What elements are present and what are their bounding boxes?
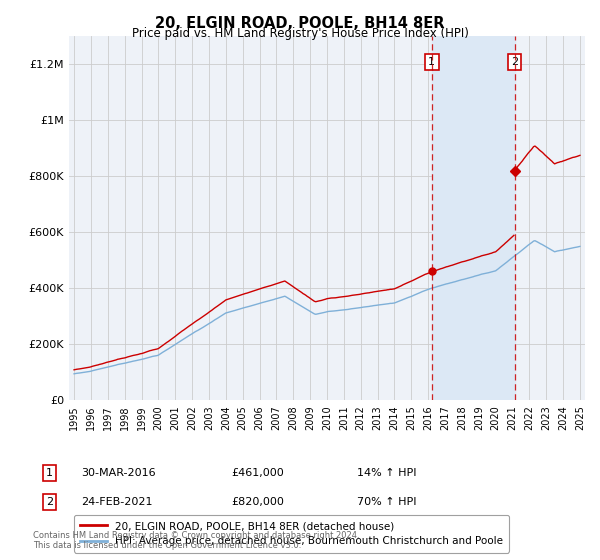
Text: £461,000: £461,000	[231, 468, 284, 478]
Text: Contains HM Land Registry data © Crown copyright and database right 2024.
This d: Contains HM Land Registry data © Crown c…	[33, 530, 359, 550]
Text: 70% ↑ HPI: 70% ↑ HPI	[357, 497, 416, 507]
Bar	[432, 36, 515, 400]
Text: Price paid vs. HM Land Registry's House Price Index (HPI): Price paid vs. HM Land Registry's House …	[131, 27, 469, 40]
Legend: 20, ELGIN ROAD, POOLE, BH14 8ER (detached house), HPI: Average price, detached h: 20, ELGIN ROAD, POOLE, BH14 8ER (detache…	[74, 515, 509, 553]
Text: 14% ↑ HPI: 14% ↑ HPI	[357, 468, 416, 478]
Text: 1: 1	[428, 57, 435, 67]
Text: 30-MAR-2016: 30-MAR-2016	[81, 468, 155, 478]
Text: 2: 2	[46, 497, 53, 507]
Text: 1: 1	[46, 468, 53, 478]
Text: 24-FEB-2021: 24-FEB-2021	[81, 497, 152, 507]
Text: £820,000: £820,000	[231, 497, 284, 507]
Text: 20, ELGIN ROAD, POOLE, BH14 8ER: 20, ELGIN ROAD, POOLE, BH14 8ER	[155, 16, 445, 31]
Text: 2: 2	[511, 57, 518, 67]
